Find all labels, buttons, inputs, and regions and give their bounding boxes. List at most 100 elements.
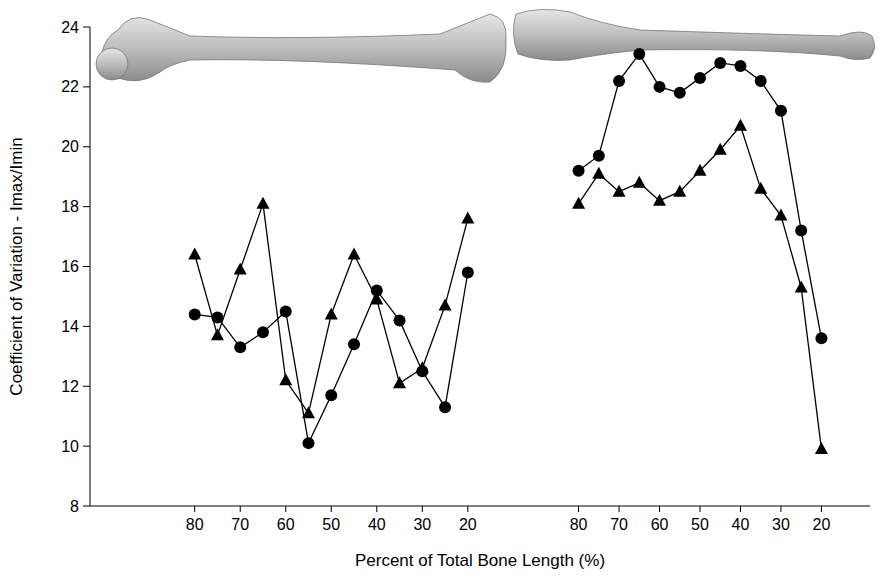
x-tick-label: 20 xyxy=(813,516,831,533)
x-tick-label: 50 xyxy=(322,516,340,533)
bone-illustrations xyxy=(96,9,875,82)
plot-area xyxy=(572,48,828,454)
triangle-marker xyxy=(774,209,787,221)
circle-marker xyxy=(815,332,827,344)
circle-marker xyxy=(303,437,315,449)
circle-marker xyxy=(234,341,246,353)
x-tick-label: 60 xyxy=(277,516,295,533)
x-tick-label: 60 xyxy=(651,516,669,533)
x-tick-label: 40 xyxy=(732,516,750,533)
circle-marker xyxy=(755,75,767,87)
triangle-marker xyxy=(302,406,315,418)
triangle-marker xyxy=(211,328,224,340)
x-tick-label: 30 xyxy=(413,516,431,533)
circle-marker xyxy=(189,308,201,320)
circle-marker xyxy=(394,314,406,326)
y-tick-label: 24 xyxy=(61,19,79,36)
x-tick xyxy=(659,506,660,512)
y-tick xyxy=(83,27,90,28)
series-line xyxy=(579,126,822,449)
circle-marker xyxy=(734,60,746,72)
triangle-marker xyxy=(673,185,686,197)
y-tick xyxy=(83,446,90,447)
triangle-marker xyxy=(416,361,429,373)
circle-marker xyxy=(573,165,585,177)
x-axis-title: Percent of Total Bone Length (%) xyxy=(355,551,605,570)
y-tick-label: 22 xyxy=(61,78,79,95)
triangle-marker xyxy=(815,442,828,454)
y-tick xyxy=(83,326,90,327)
circle-marker xyxy=(795,225,807,237)
triangle-marker xyxy=(633,176,646,188)
y-axis-title: Coefficient of Variation - Imax/Imin xyxy=(7,137,26,395)
triangle-marker xyxy=(370,292,383,304)
triangle-marker xyxy=(348,248,361,260)
triangle-marker xyxy=(653,194,666,206)
circle-marker xyxy=(439,401,451,413)
series-line xyxy=(579,54,822,338)
y-tick xyxy=(83,386,90,387)
y-tick-label: 18 xyxy=(61,198,79,215)
x-tick xyxy=(467,506,468,512)
triangle-marker xyxy=(256,197,269,209)
femur-head xyxy=(96,48,128,80)
triangle-marker xyxy=(694,164,707,176)
tibia-image xyxy=(513,9,874,60)
x-tick xyxy=(619,506,620,512)
triangle-marker xyxy=(188,248,201,260)
x-tick-label: 40 xyxy=(368,516,386,533)
y-tick-label: 12 xyxy=(61,378,79,395)
triangle-marker xyxy=(592,167,605,179)
plot-area xyxy=(188,197,474,450)
y-tick xyxy=(83,506,90,507)
x-tick xyxy=(422,506,423,512)
x-tick xyxy=(240,506,241,512)
circle-marker xyxy=(257,326,269,338)
circle-marker xyxy=(654,81,666,93)
y-tick-label: 8 xyxy=(70,498,79,515)
y-tick xyxy=(83,206,90,207)
triangle-marker xyxy=(325,307,338,319)
x-tick xyxy=(780,506,781,512)
y-tick xyxy=(83,146,90,147)
x-tick xyxy=(331,506,332,512)
x-tick xyxy=(376,506,377,512)
y-tick-label: 20 xyxy=(61,138,79,155)
y-tick xyxy=(83,86,90,87)
x-tick-label: 80 xyxy=(186,516,204,533)
circle-marker xyxy=(613,75,625,87)
x-tick-label: 30 xyxy=(772,516,790,533)
triangle-marker xyxy=(461,212,474,224)
triangle-marker xyxy=(439,298,452,310)
x-axis-line xyxy=(90,506,870,507)
circle-marker xyxy=(280,305,292,317)
triangle-marker xyxy=(795,280,808,292)
circle-marker xyxy=(462,266,474,278)
triangle-marker xyxy=(714,143,727,155)
x-tick xyxy=(700,506,701,512)
y-tick-label: 10 xyxy=(61,438,79,455)
circle-marker xyxy=(714,57,726,69)
circle-marker xyxy=(348,338,360,350)
x-tick-label: 50 xyxy=(691,516,709,533)
y-tick-label: 16 xyxy=(61,258,79,275)
circle-marker xyxy=(633,48,645,60)
triangle-marker xyxy=(234,262,247,274)
triangle-marker xyxy=(734,119,747,131)
triangle-marker xyxy=(754,182,767,194)
triangle-marker xyxy=(613,185,626,197)
triangle-marker xyxy=(279,373,292,385)
x-tick-label: 70 xyxy=(231,516,249,533)
chart: 8 10 12 14 16 18 20 22 24 Coefficient of Variatio… xyxy=(0,0,881,578)
series-line xyxy=(195,272,468,443)
y-tick-label: 14 xyxy=(61,318,79,335)
circle-marker xyxy=(775,105,787,117)
circle-marker xyxy=(674,87,686,99)
femur-image xyxy=(101,14,506,82)
triangle-marker xyxy=(393,376,406,388)
x-tick xyxy=(578,506,579,512)
x-tick-label: 70 xyxy=(610,516,628,533)
x-tick xyxy=(194,506,195,512)
triangle-marker xyxy=(572,197,585,209)
x-tick xyxy=(285,506,286,512)
